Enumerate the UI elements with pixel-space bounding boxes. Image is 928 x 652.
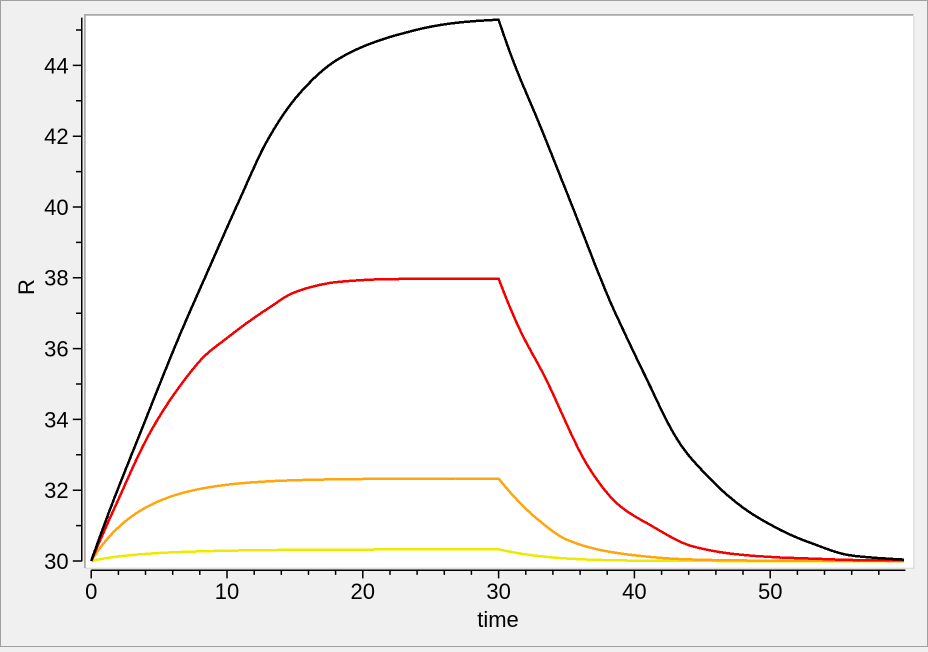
svg-text:0: 0 — [85, 579, 97, 604]
svg-text:30: 30 — [44, 549, 68, 574]
svg-text:34: 34 — [44, 407, 68, 432]
svg-text:44: 44 — [44, 53, 68, 78]
svg-text:time: time — [477, 607, 519, 632]
svg-text:40: 40 — [622, 579, 646, 604]
svg-text:38: 38 — [44, 266, 68, 291]
svg-text:36: 36 — [44, 337, 68, 362]
svg-text:30: 30 — [486, 579, 510, 604]
svg-text:40: 40 — [44, 195, 68, 220]
svg-text:20: 20 — [351, 579, 375, 604]
svg-text:32: 32 — [44, 478, 68, 503]
svg-text:10: 10 — [215, 579, 239, 604]
svg-text:R: R — [14, 279, 39, 295]
svg-text:42: 42 — [44, 124, 68, 149]
svg-text:50: 50 — [758, 579, 782, 604]
